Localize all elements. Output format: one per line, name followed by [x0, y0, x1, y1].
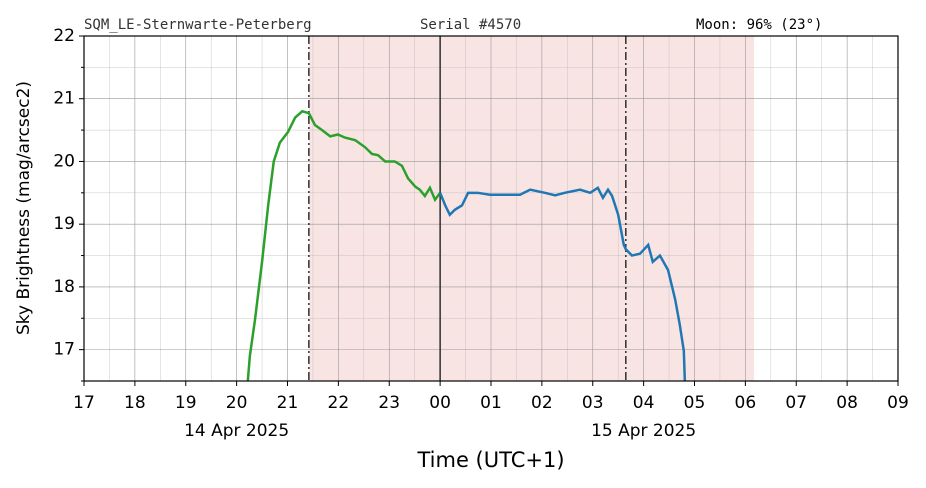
x-tick-label: 17	[73, 393, 95, 413]
x-axis-label: Time (UTC+1)	[416, 448, 564, 472]
x-tick-label: 20	[226, 393, 248, 413]
y-tick-label: 22	[53, 26, 75, 46]
x-tick-label: 08	[836, 393, 858, 413]
y-axis-label: Sky Brightness (mag/arcsec2)	[14, 81, 34, 335]
y-tick-label: 21	[53, 89, 75, 109]
date-label: 14 Apr 2025	[184, 421, 289, 441]
header-left: SQM_LE-Sternwarte-Peterberg	[84, 17, 312, 33]
data-line	[438, 185, 687, 382]
x-tick-label: 19	[175, 393, 197, 413]
x-tick-label: 00	[429, 393, 451, 413]
header-right: Moon: 96% (23°)	[696, 17, 822, 33]
x-tick-label: 06	[735, 393, 757, 413]
night-span	[308, 36, 755, 381]
header-center: Serial #4570	[420, 17, 521, 33]
x-tick-label: 23	[378, 393, 400, 413]
x-tick-label: 07	[785, 393, 807, 413]
x-tick-label: 21	[277, 393, 299, 413]
x-tick-label: 18	[124, 393, 146, 413]
y-tick-label: 19	[53, 214, 75, 234]
x-tick-label: 01	[480, 393, 502, 413]
x-tick-label: 04	[633, 393, 655, 413]
x-tick-label: 03	[582, 393, 604, 413]
y-tick-label: 20	[53, 151, 75, 171]
x-tick-label: 22	[328, 393, 350, 413]
y-tick-label: 17	[53, 340, 75, 360]
x-tick-label: 09	[887, 393, 909, 413]
date-label: 15 Apr 2025	[591, 421, 696, 441]
x-tick-label: 02	[531, 393, 553, 413]
x-tick-label: 05	[684, 393, 706, 413]
y-tick-label: 18	[53, 277, 75, 297]
data-line	[246, 109, 442, 382]
